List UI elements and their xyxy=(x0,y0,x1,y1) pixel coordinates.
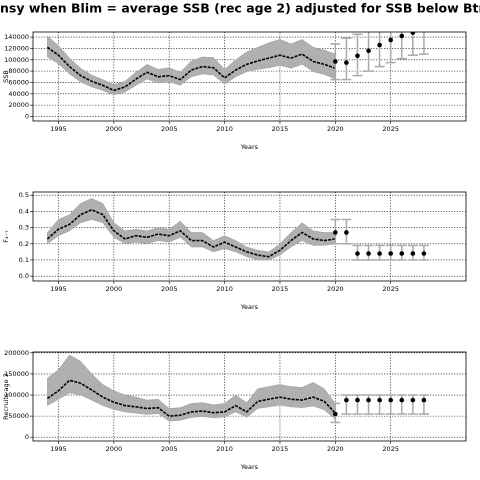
y-tick-label: 0 xyxy=(25,433,29,441)
forecast-point xyxy=(355,251,360,256)
y-axis-label: Recruits age 2 xyxy=(2,373,10,420)
forecast-point xyxy=(377,397,382,403)
axes-frame xyxy=(32,351,467,442)
forecast-point xyxy=(410,251,416,256)
y-tick-label: 0.5 xyxy=(19,191,29,199)
x-tick-label: 2010 xyxy=(216,445,233,453)
plot-area xyxy=(33,26,466,121)
forecast-point xyxy=(410,32,416,35)
y-tick-label: 0 xyxy=(25,112,29,120)
y-tick-label: 120000 xyxy=(4,44,29,52)
axes-frame xyxy=(32,191,467,282)
y-tick-label: 140000 xyxy=(4,33,29,41)
forecast-point xyxy=(388,251,393,256)
forecast-point xyxy=(377,251,382,256)
confidence-band xyxy=(47,198,336,261)
x-axis-label: Years xyxy=(240,463,259,471)
plot-area xyxy=(33,192,466,281)
forecast-point xyxy=(421,251,427,256)
forecast-point xyxy=(388,397,393,403)
y-tick-label: 0.0 xyxy=(19,272,29,280)
y-tick-label: 50000 xyxy=(8,412,29,420)
x-tick-label: 1995 xyxy=(50,445,67,453)
forecast-point xyxy=(422,26,427,31)
forecast-point xyxy=(333,411,338,417)
y-tick-label: 0.1 xyxy=(19,256,29,264)
y-tick-label: 20000 xyxy=(8,101,29,109)
x-tick-label: 2010 xyxy=(216,285,233,293)
x-tick-label: 2005 xyxy=(161,445,178,453)
axes-frame xyxy=(32,31,467,122)
y-tick-label: 100000 xyxy=(4,56,29,64)
y-tick-label: 80000 xyxy=(8,67,29,75)
x-tick-label: 2020 xyxy=(327,285,344,293)
x-tick-label: 2015 xyxy=(272,285,289,293)
x-tick-label: 2000 xyxy=(106,125,123,133)
y-tick-label: 0.2 xyxy=(19,240,29,248)
y-tick-label: 40000 xyxy=(8,90,29,98)
forecast-point xyxy=(344,60,349,65)
y-tick-label: 0.4 xyxy=(19,207,29,215)
x-tick-label: 2015 xyxy=(272,445,289,453)
x-tick-label: 2020 xyxy=(327,445,344,453)
x-tick-label: 2000 xyxy=(106,285,123,293)
forecast-point xyxy=(366,397,371,403)
x-tick-label: 2020 xyxy=(327,125,344,133)
y-tick-label: 150000 xyxy=(4,370,29,378)
x-tick-label: 1995 xyxy=(50,125,67,133)
x-axis-label: Years xyxy=(240,143,259,151)
forecast-point xyxy=(410,397,416,403)
forecast-point xyxy=(344,230,349,235)
forecast-point xyxy=(399,33,405,39)
y-axis-label: F₄₋₇ xyxy=(2,230,10,243)
x-tick-label: 2005 xyxy=(161,125,178,133)
y-axis-label: SSB xyxy=(2,70,10,83)
forecast-point xyxy=(421,397,427,403)
plot-area xyxy=(33,352,466,441)
x-axis-label: Years xyxy=(240,303,259,311)
figure-title: nsy when Blim = average SSB (rec age 2) … xyxy=(0,1,480,16)
x-tick-label: 2025 xyxy=(382,285,399,293)
forecast-point xyxy=(366,48,371,54)
y-tick-label: 60000 xyxy=(8,78,29,86)
x-tick-label: 1995 xyxy=(50,285,67,293)
forecast-point xyxy=(366,251,371,256)
x-tick-label: 2015 xyxy=(272,125,289,133)
forecast-point xyxy=(399,251,405,256)
x-tick-label: 2025 xyxy=(382,125,399,133)
x-tick-label: 2005 xyxy=(161,285,178,293)
forecast-point xyxy=(333,230,338,235)
forecast-point xyxy=(333,59,338,64)
forecast-point xyxy=(388,37,393,43)
y-tick-label: 100000 xyxy=(4,391,29,399)
forecast-point xyxy=(355,397,360,403)
forecast-point xyxy=(355,53,360,59)
y-tick-label: 0.3 xyxy=(19,224,29,232)
confidence-band xyxy=(47,35,336,96)
median-line xyxy=(46,46,336,92)
x-tick-label: 2000 xyxy=(106,445,123,453)
forecast-point xyxy=(399,397,405,403)
forecast-point xyxy=(377,42,382,48)
x-tick-label: 2010 xyxy=(216,125,233,133)
y-tick-label: 200000 xyxy=(4,349,29,357)
median-line xyxy=(46,379,336,417)
forecast-point xyxy=(344,397,349,403)
x-tick-label: 2025 xyxy=(382,445,399,453)
